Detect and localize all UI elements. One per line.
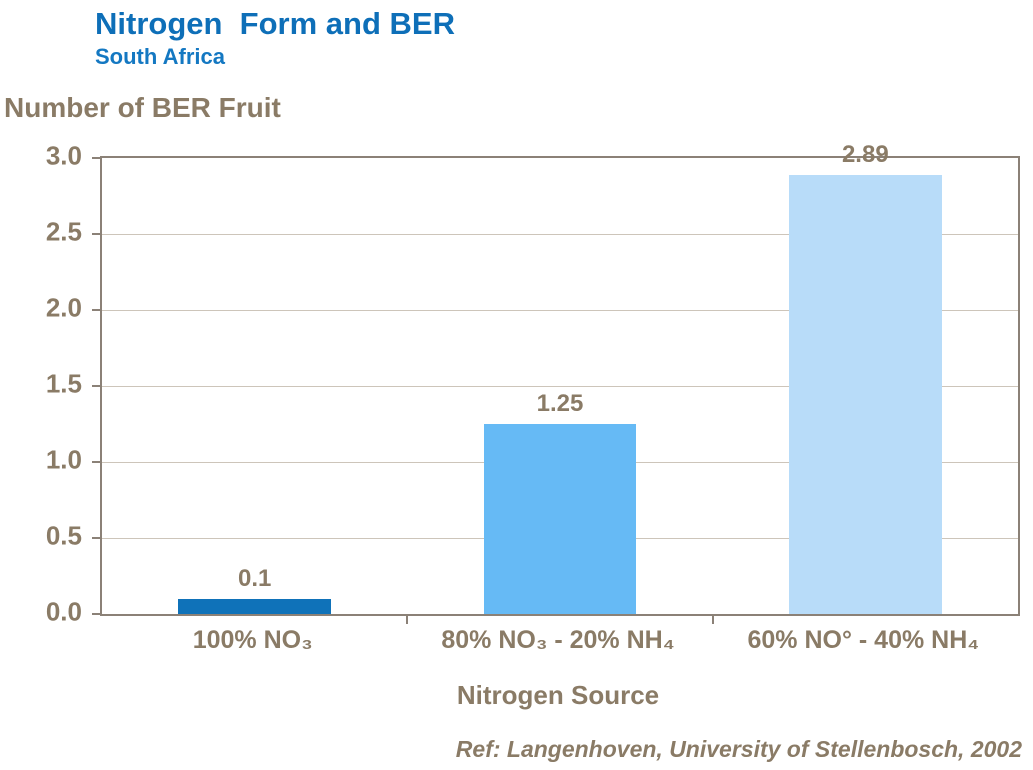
y-tick-label: 2.5	[45, 216, 82, 247]
plot-area: 0.1 1.25 2.89	[92, 141, 1020, 624]
y-axis-title: Number of BER Fruit	[4, 92, 281, 123]
y-tick-label: 0.5	[45, 520, 82, 551]
x-axis-title: Nitrogen Source	[456, 680, 660, 710]
bar-3	[789, 174, 942, 614]
y-tick-mark	[92, 157, 100, 159]
y-tick-label: 1.5	[45, 368, 82, 399]
bar-value-label: 1.25	[536, 390, 584, 417]
y-tick-label: 2.0	[45, 292, 82, 323]
bar-2	[483, 424, 637, 614]
reference-citation: Ref: Langenhoven, University of Stellenb…	[455, 736, 1022, 762]
bar-value-label: 0.1	[237, 564, 272, 592]
x-category-labels: 100% NO₃ 80% NO₃ - 20% NH₄ 60% NO° - 40% N…	[100, 626, 1016, 655]
chart-title: Nitrogen Form and BER	[95, 6, 455, 41]
bar-1	[178, 598, 331, 614]
y-tick-mark	[92, 385, 100, 387]
y-tick-mark	[92, 233, 100, 235]
x-tick-mark	[711, 616, 714, 624]
y-tick-label: 1.0	[45, 444, 82, 475]
category-label: 60% NO° - 40% NH₄	[747, 626, 980, 654]
x-tick-mark	[406, 616, 409, 624]
bar-value-label: 2.89	[841, 140, 889, 168]
gridline	[102, 310, 1018, 311]
y-tick-mark	[92, 309, 100, 311]
y-tick-mark	[92, 461, 100, 463]
y-tick-mark	[92, 613, 100, 615]
y-tick-label: 0.0	[45, 596, 82, 627]
gridline	[102, 234, 1018, 235]
chart-subtitle: South Africa	[95, 44, 225, 69]
y-tick-mark	[92, 537, 100, 539]
category-label: 80% NO₃ - 20% NH₄	[441, 626, 675, 654]
category-label: 100% NO₃	[192, 626, 313, 654]
y-axis-labels: 3.0 2.5 2.0 1.5 1.0 0.5 0.0	[0, 141, 86, 627]
y-tick-label: 3.0	[45, 140, 82, 171]
gridline	[102, 386, 1018, 387]
